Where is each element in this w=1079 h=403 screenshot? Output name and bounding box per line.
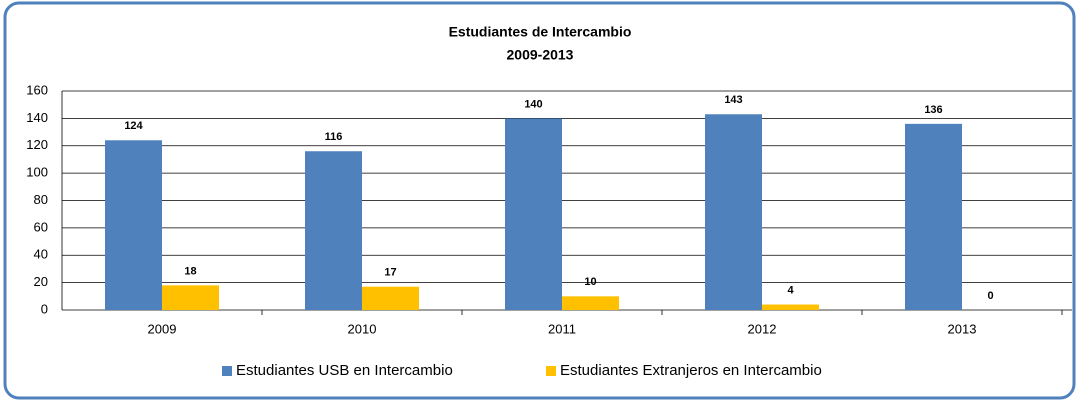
x-tick-label: 2009 xyxy=(148,321,177,336)
y-tick-label: 140 xyxy=(26,110,48,125)
value-label: 10 xyxy=(584,276,596,288)
bar xyxy=(562,296,619,310)
value-label: 143 xyxy=(724,94,742,106)
bar xyxy=(305,151,362,310)
legend-swatch xyxy=(222,366,232,376)
x-tick-label: 2013 xyxy=(948,321,977,336)
y-tick-label: 60 xyxy=(34,219,48,234)
value-label: 4 xyxy=(787,284,794,296)
value-label: 124 xyxy=(124,120,143,132)
bar xyxy=(505,118,562,310)
y-tick-label: 80 xyxy=(34,192,48,207)
bar xyxy=(105,140,162,310)
y-tick-label: 40 xyxy=(34,247,48,262)
value-label: 17 xyxy=(384,267,396,279)
bar xyxy=(362,286,419,310)
value-label: 0 xyxy=(987,290,993,302)
x-tick-label: 2010 xyxy=(348,321,377,336)
y-tick-label: 120 xyxy=(26,137,48,152)
chart-subtitle: 2009-2013 xyxy=(507,47,574,63)
x-tick-label: 2012 xyxy=(748,321,777,336)
bar xyxy=(905,123,962,310)
y-tick-label: 100 xyxy=(26,165,48,180)
chart-title: Estudiantes de Intercambio xyxy=(449,24,632,40)
y-tick-label: 20 xyxy=(34,274,48,289)
x-tick-label: 2011 xyxy=(548,321,576,336)
bar xyxy=(705,114,762,310)
bar xyxy=(162,285,219,310)
legend-swatch xyxy=(546,366,556,376)
legend-label: Estudiantes USB en Intercambio xyxy=(236,362,453,379)
value-label: 136 xyxy=(924,104,942,116)
value-label: 18 xyxy=(184,265,196,277)
y-tick-label: 0 xyxy=(41,301,48,316)
y-tick-label: 160 xyxy=(26,82,48,97)
value-label: 140 xyxy=(524,98,542,110)
legend-label: Estudiantes Extranjeros en Intercambio xyxy=(560,362,822,379)
bar xyxy=(762,304,819,310)
value-label: 116 xyxy=(325,131,343,143)
